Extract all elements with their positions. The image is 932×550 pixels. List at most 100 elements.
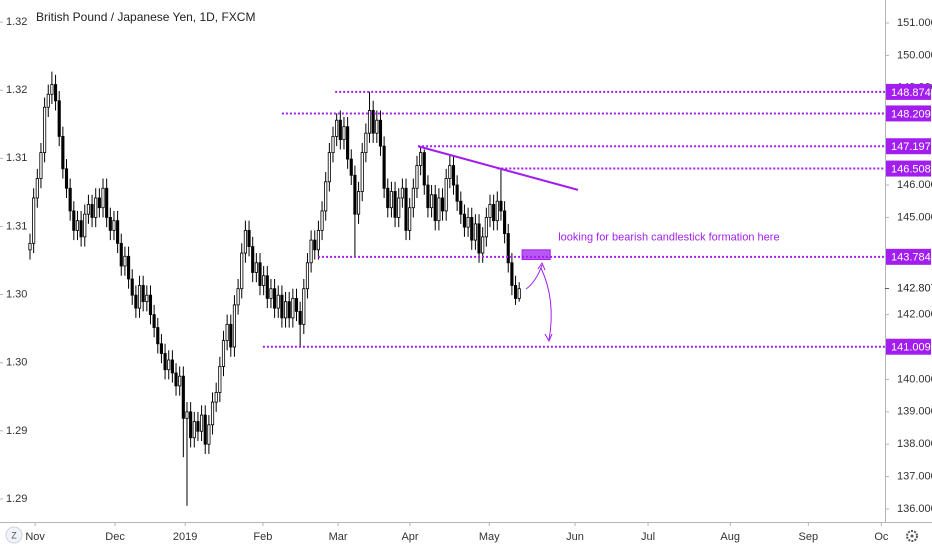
candle-body bbox=[105, 187, 109, 218]
y2-tick-label: 1.30 bbox=[6, 288, 27, 300]
candle-body bbox=[178, 375, 182, 387]
plot: 151.000150.000149.000146.000145.000142.0… bbox=[0, 16, 932, 543]
candle-body bbox=[273, 288, 277, 309]
level-label: 148.874 bbox=[891, 87, 931, 99]
candle-body bbox=[64, 168, 69, 189]
x-tick-label: Apr bbox=[401, 531, 418, 543]
y2-tick-label: 1.29 bbox=[6, 425, 27, 437]
candle-body bbox=[506, 233, 510, 264]
candle-body bbox=[437, 197, 441, 222]
candle-body bbox=[316, 229, 320, 251]
arrow-up bbox=[525, 264, 543, 290]
arrowhead bbox=[544, 333, 553, 343]
candle-body bbox=[389, 191, 393, 209]
x-tick-label: Sep bbox=[799, 531, 819, 543]
chart-title: British Pound / Japanese Yen, 1D, FXCM bbox=[36, 10, 255, 24]
candle-body bbox=[148, 294, 153, 316]
candle-body bbox=[342, 126, 346, 141]
candle-body bbox=[481, 236, 485, 254]
candle-body bbox=[28, 242, 32, 251]
candle-body bbox=[134, 294, 138, 309]
candle-body bbox=[513, 285, 518, 299]
candle-body bbox=[353, 174, 357, 215]
candle-body bbox=[327, 152, 331, 183]
candle-body bbox=[280, 294, 284, 319]
candle-body bbox=[499, 200, 503, 212]
candle-body bbox=[214, 391, 218, 403]
candle-body bbox=[287, 301, 291, 319]
candle-body bbox=[90, 204, 94, 218]
candle-body bbox=[232, 304, 237, 348]
candle-body bbox=[86, 204, 90, 215]
candle-body bbox=[141, 285, 145, 303]
candle-body bbox=[426, 184, 430, 209]
candle-body bbox=[68, 187, 72, 212]
level-label: 146.508 bbox=[891, 163, 931, 175]
candle-body bbox=[123, 255, 127, 267]
candle-body bbox=[305, 262, 310, 290]
level-label: 141.009 bbox=[891, 342, 931, 354]
candle-body bbox=[236, 288, 240, 306]
candle-body bbox=[207, 424, 211, 445]
candle-body bbox=[97, 197, 101, 209]
x-tick-label: Feb bbox=[253, 531, 272, 543]
y-tick-label: 140.000 bbox=[897, 373, 932, 385]
candle-body bbox=[470, 217, 474, 241]
candle-body bbox=[269, 288, 273, 299]
candle-body bbox=[356, 191, 361, 215]
candle-body bbox=[433, 194, 437, 222]
svg-text:Z: Z bbox=[11, 530, 17, 540]
last-price-label: 142.807 bbox=[897, 282, 932, 294]
candle-body bbox=[378, 119, 383, 147]
candle-body bbox=[302, 288, 306, 325]
trendline bbox=[417, 145, 579, 191]
candle-body bbox=[101, 187, 105, 209]
candle-body bbox=[50, 84, 54, 95]
candle-body bbox=[386, 187, 390, 209]
candle-body bbox=[265, 275, 269, 299]
candle-body bbox=[258, 262, 262, 286]
candle-body bbox=[291, 298, 295, 319]
candle-body bbox=[411, 187, 415, 209]
candle-body bbox=[145, 294, 149, 303]
candle-body bbox=[218, 366, 222, 393]
candle-body bbox=[397, 197, 401, 218]
candle-body bbox=[430, 194, 434, 209]
candle-body bbox=[53, 84, 58, 102]
candle-body bbox=[440, 197, 445, 212]
candle-body bbox=[349, 158, 353, 176]
candle-body bbox=[503, 210, 507, 235]
zone-box bbox=[521, 249, 551, 261]
candle-body bbox=[367, 110, 372, 134]
candle-body bbox=[221, 340, 226, 367]
candle-body bbox=[189, 411, 193, 439]
y-tick-label: 145.000 bbox=[897, 211, 932, 223]
candle-body bbox=[163, 353, 167, 371]
candle-body bbox=[119, 242, 123, 267]
candle-body bbox=[466, 217, 470, 228]
candle-body bbox=[364, 132, 368, 154]
candle-body bbox=[46, 93, 50, 108]
level-label: 148.209 bbox=[891, 108, 931, 120]
candle-body bbox=[510, 262, 514, 286]
candle-body bbox=[404, 187, 408, 231]
candle-body bbox=[477, 223, 481, 254]
x-tick-label: 2019 bbox=[173, 531, 197, 543]
candle-body bbox=[346, 126, 350, 160]
x-tick-label: Dec bbox=[105, 531, 125, 543]
candle-body bbox=[79, 220, 83, 238]
candle-body bbox=[492, 204, 496, 222]
y-tick-label: 151.000 bbox=[897, 17, 932, 29]
candle-body bbox=[422, 152, 426, 186]
candle-body bbox=[72, 210, 76, 231]
candle-body bbox=[338, 119, 342, 141]
candle-body bbox=[254, 262, 258, 273]
candle-body bbox=[167, 359, 171, 371]
settings-icon[interactable] bbox=[906, 530, 918, 542]
candle-body bbox=[335, 119, 339, 137]
candle-body bbox=[360, 152, 364, 192]
candle-body bbox=[448, 165, 452, 179]
candle-body bbox=[185, 411, 189, 419]
candle-body bbox=[415, 165, 419, 189]
